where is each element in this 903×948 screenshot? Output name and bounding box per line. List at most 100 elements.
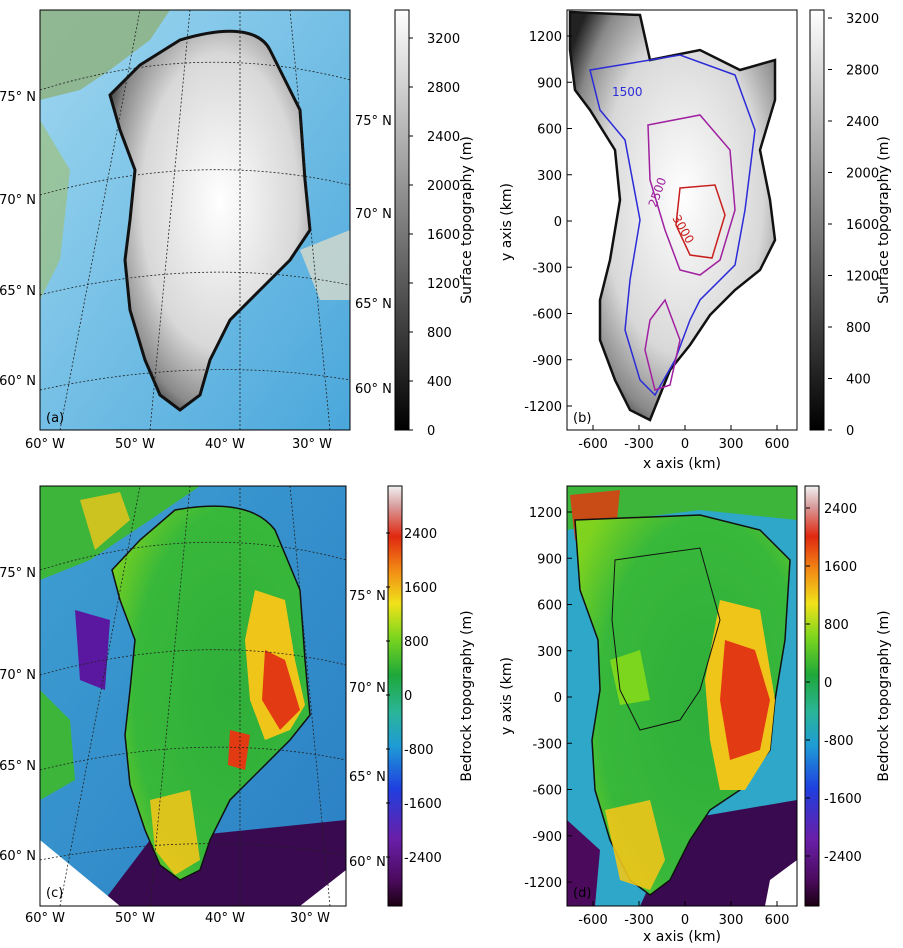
lat-label-75-right: 75° N: [355, 114, 392, 129]
lon-label-30: 30° W: [290, 911, 330, 926]
colorbar-a: 0 400 800 1200 1600 2000 2400 2800 3200 Surface …: [394, 9, 475, 439]
colorbar-tick-label: 1600: [824, 560, 857, 575]
colorbar-tick-label: 400: [427, 375, 452, 390]
x-axis-label: x axis (km): [643, 929, 721, 945]
lat-label-60-left: 60° N: [0, 849, 36, 864]
contour-3000: [675, 184, 726, 259]
x-tick-label: 600: [765, 913, 790, 928]
west-highlands: [610, 650, 650, 705]
colorbar-c: -2400 -1600 -800 0 800 1600 2400 Bedrock topog…: [386, 485, 475, 907]
colorbar-tick-label: -2400: [824, 850, 862, 865]
lon-label-40: 40° W: [205, 437, 245, 452]
map-frame: [39, 485, 347, 907]
y-tick-label: -900: [532, 354, 562, 369]
plot-frame: [566, 9, 798, 431]
colorbar-d: -2400 -1600 -800 0 800 1600 2400 Bedrock topog…: [804, 485, 892, 907]
colorbar-scale: [394, 9, 410, 431]
lon-label-60: 60° W: [25, 911, 65, 926]
lat-label-70-left: 70° N: [0, 668, 36, 683]
lon-label-40: 40° W: [205, 911, 245, 926]
x-axis-label: x axis (km): [643, 456, 721, 472]
contour-label-1500: 1500: [612, 85, 643, 99]
colorbar-tick-label: 2400: [427, 130, 460, 145]
lat-label-75-left: 75° N: [0, 90, 36, 105]
east-highlands-peak: [262, 650, 300, 730]
lon-label-30: 30° W: [292, 437, 332, 452]
lat-label-60-right: 60° N: [355, 382, 392, 397]
panel-c: (c) 75° N 70° N 65° N 60° N 75° N 70° N …: [0, 485, 475, 926]
x-tick-label: -600: [578, 437, 608, 452]
ellesmere-land: [40, 10, 170, 100]
y-tick-label: 600: [537, 599, 562, 614]
colorbar-tick-label: -800: [404, 743, 434, 758]
y-tick-label: -300: [532, 261, 562, 276]
y-tick-label: 300: [537, 645, 562, 660]
y-tick-label: 300: [537, 169, 562, 184]
south-highlands: [605, 800, 665, 890]
colorbar-tick-label: 3200: [427, 32, 460, 47]
map-frame: [39, 9, 351, 431]
colorbar-tick-label: 2000: [427, 179, 460, 194]
baffin-land: [40, 120, 70, 300]
colorbar-scale: [387, 485, 403, 907]
colorbar-tick-label: 800: [846, 321, 871, 336]
y-axis-label: y axis (km): [499, 183, 515, 261]
colorbar-title: Bedrock topography (m): [459, 610, 475, 781]
lon-label-50: 50° W: [115, 437, 155, 452]
greenland-ice-sheet: [568, 10, 777, 422]
lon-label-50: 50° W: [115, 911, 155, 926]
x-tick-label: -300: [624, 913, 654, 928]
x-tick-label: 0: [681, 437, 689, 452]
deep-ocean-southwest: [567, 820, 600, 906]
y-tick-label: -300: [532, 737, 562, 752]
colorbar-tick-label: -1600: [824, 792, 862, 807]
colorbar-tick-label: 800: [824, 618, 849, 633]
y-tick-label: 1200: [529, 30, 562, 45]
y-tick-label: -1200: [524, 400, 562, 415]
x-tick-label: -300: [624, 437, 654, 452]
y-tick-label: 0: [554, 215, 562, 230]
contour-2500-south: [644, 298, 681, 391]
y-tick-label: -600: [532, 308, 562, 323]
lat-label-70-right: 70° N: [355, 207, 392, 222]
y-tick-label: 1200: [529, 506, 562, 521]
lat-label-65-left: 65° N: [0, 759, 36, 774]
ellesmere-bedrock: [40, 486, 200, 580]
colorbar-tick-label: -1600: [404, 797, 442, 812]
colorbar-tick-label: 400: [846, 373, 871, 388]
no-data-corner: [765, 860, 797, 906]
x-tick-label: 300: [719, 437, 744, 452]
panel-label: (a): [46, 411, 64, 426]
plot-frame: [566, 485, 798, 907]
colorbar-tick-label: 0: [846, 424, 854, 439]
x-tick-label: 300: [719, 913, 744, 928]
lat-label-75-left: 75° N: [0, 566, 36, 581]
lat-label-70-right: 70° N: [349, 681, 386, 696]
panel-b: 1500 2500 3000 (b) 12009006003000-300-60…: [499, 9, 892, 472]
colorbar-tick-label: 3200: [846, 12, 879, 27]
colorbar-tick-label: 1600: [427, 228, 460, 243]
greenland-ice-sheet: [108, 29, 312, 412]
x-tick-label: -600: [578, 913, 608, 928]
iceland-land: [300, 230, 350, 300]
colorbar-tick-label: 800: [427, 326, 452, 341]
colorbar-title: Surface topography (m): [876, 136, 892, 304]
y-tick-label: 600: [537, 123, 562, 138]
y-tick-label: -600: [532, 784, 562, 799]
colorbar-b: 0 400 800 1200 1600 2000 2400 2800 3200 Surface …: [809, 9, 892, 439]
panel-label: (d): [573, 886, 591, 901]
panel-label: (b): [573, 411, 591, 426]
no-data-corner-right: [300, 870, 346, 906]
y-tick-label: 900: [537, 552, 562, 567]
y-tick-label: -1200: [524, 876, 562, 891]
highland-north: [80, 492, 130, 550]
graticule: [40, 10, 350, 430]
colorbar-scale: [804, 485, 820, 907]
x-tick-label: 0: [681, 913, 689, 928]
colorbar-tick-label: 2400: [846, 115, 879, 130]
lat-label-60-left: 60° N: [0, 374, 36, 389]
colorbar-tick-label: 0: [404, 689, 412, 704]
panel-label: (c): [46, 886, 63, 901]
colorbar-title: Bedrock topography (m): [876, 610, 892, 781]
colorbar-tick-label: 1200: [427, 277, 460, 292]
